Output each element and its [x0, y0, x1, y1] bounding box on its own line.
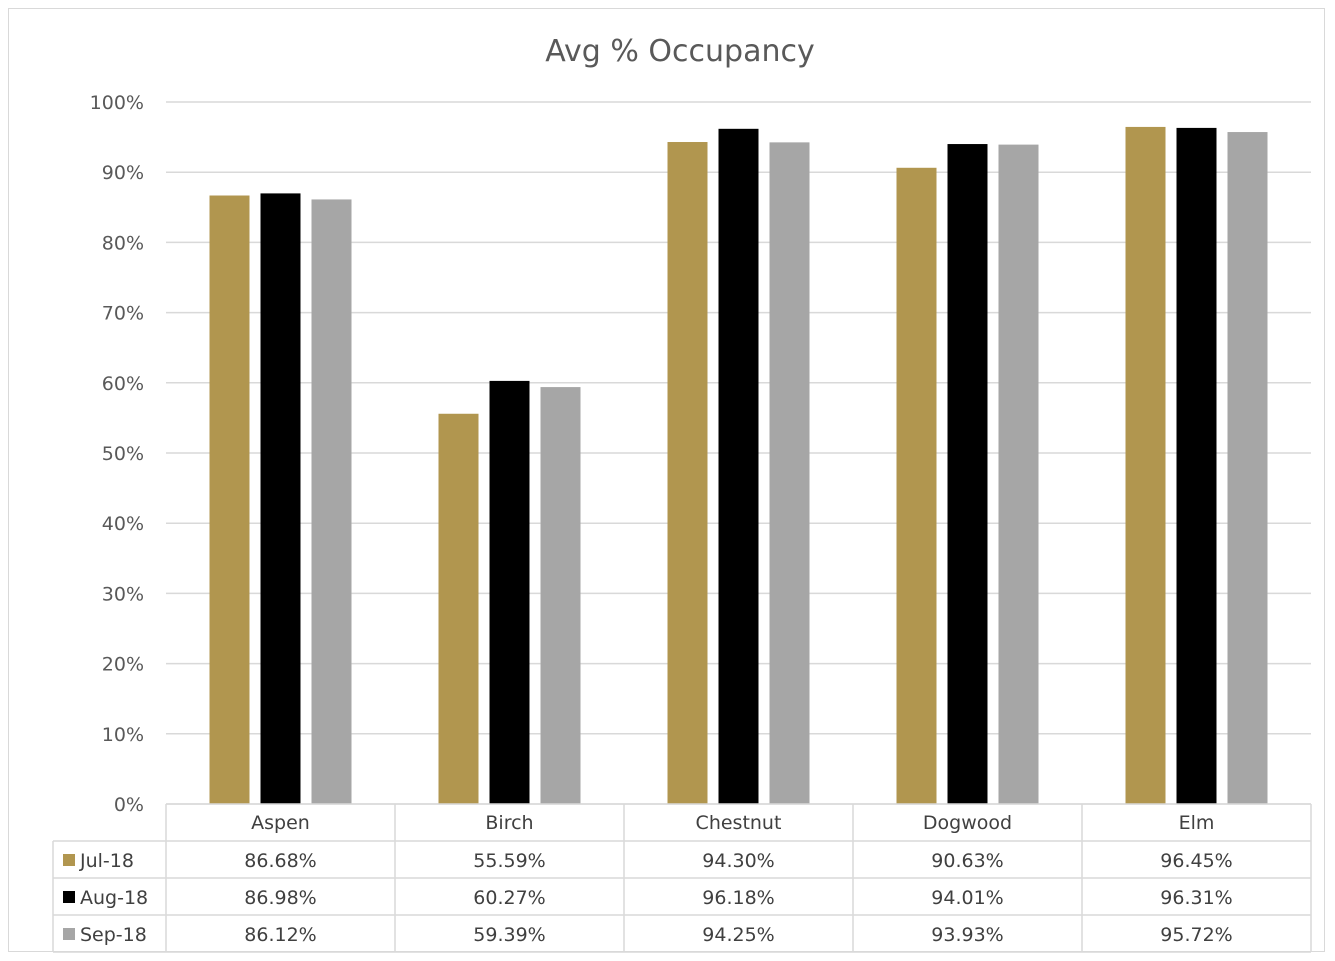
data-label: 86.98%: [244, 887, 316, 909]
bar: [998, 144, 1039, 805]
legend-swatch: [63, 928, 75, 940]
y-tick-label: 0%: [114, 794, 144, 816]
data-label: 96.18%: [702, 887, 774, 909]
data-label: 86.68%: [244, 850, 316, 872]
y-axis-ticks: 0% 10% 20% 30% 40% 50% 60% 70% 80% 90% 100%: [90, 92, 144, 816]
y-tick-label: 30%: [102, 583, 144, 605]
bar: [311, 199, 352, 804]
data-label: 94.01%: [931, 887, 1003, 909]
category-label: Elm: [1179, 812, 1215, 834]
bar: [260, 193, 301, 805]
y-tick-label: 60%: [102, 373, 144, 395]
category-label: Aspen: [251, 812, 310, 834]
data-label: 55.59%: [473, 850, 545, 872]
y-tick-label: 10%: [102, 724, 144, 746]
data-label: 95.72%: [1160, 924, 1232, 946]
bar: [947, 144, 988, 804]
data-label: 96.45%: [1160, 850, 1232, 872]
bar: [667, 142, 708, 804]
data-label: 59.39%: [473, 924, 545, 946]
legend-swatch: [63, 891, 75, 903]
data-label: 90.63%: [931, 850, 1003, 872]
y-tick-label: 70%: [102, 303, 144, 325]
bar: [209, 195, 250, 804]
chart-title: Avg % Occupancy: [545, 34, 814, 69]
category-label: Dogwood: [923, 812, 1012, 834]
bar: [718, 128, 759, 804]
occupancy-chart: Avg % Occupancy 0% 10% 20% 30% 40% 50% 60% 70% 8…: [52, 34, 1312, 953]
y-tick-label: 50%: [102, 443, 144, 465]
bar: [769, 142, 810, 805]
data-table: Aspen Birch Chestnut Dogwood Elm Jul-18 86.68%…: [52, 803, 1312, 953]
legend-label: Jul-18: [79, 850, 134, 872]
legend-swatch: [63, 854, 75, 866]
bar: [438, 413, 479, 804]
data-label: 60.27%: [473, 887, 545, 909]
data-label: 94.30%: [702, 850, 774, 872]
y-tick-label: 90%: [102, 162, 144, 184]
bar: [896, 167, 937, 804]
data-label: 93.93%: [931, 924, 1003, 946]
data-label: 86.12%: [244, 924, 316, 946]
y-tick-label: 80%: [102, 232, 144, 254]
legend-label: Sep-18: [80, 924, 147, 946]
y-tick-label: 40%: [102, 513, 144, 535]
y-tick-label: 20%: [102, 654, 144, 676]
bar: [1125, 126, 1166, 804]
legend-label: Aug-18: [80, 887, 148, 909]
bar: [489, 380, 530, 804]
category-label: Chestnut: [696, 812, 782, 834]
y-tick-label: 100%: [90, 92, 144, 114]
bar: [1176, 127, 1217, 804]
data-label: 96.31%: [1160, 887, 1232, 909]
chart-frame: Avg % Occupancy 0% 10% 20% 30% 40% 50% 60% 70% 8…: [8, 8, 1325, 953]
bar: [540, 387, 581, 804]
category-label: Birch: [485, 812, 533, 834]
data-label: 94.25%: [702, 924, 774, 946]
bars: [209, 126, 1268, 805]
bar: [1227, 132, 1268, 804]
